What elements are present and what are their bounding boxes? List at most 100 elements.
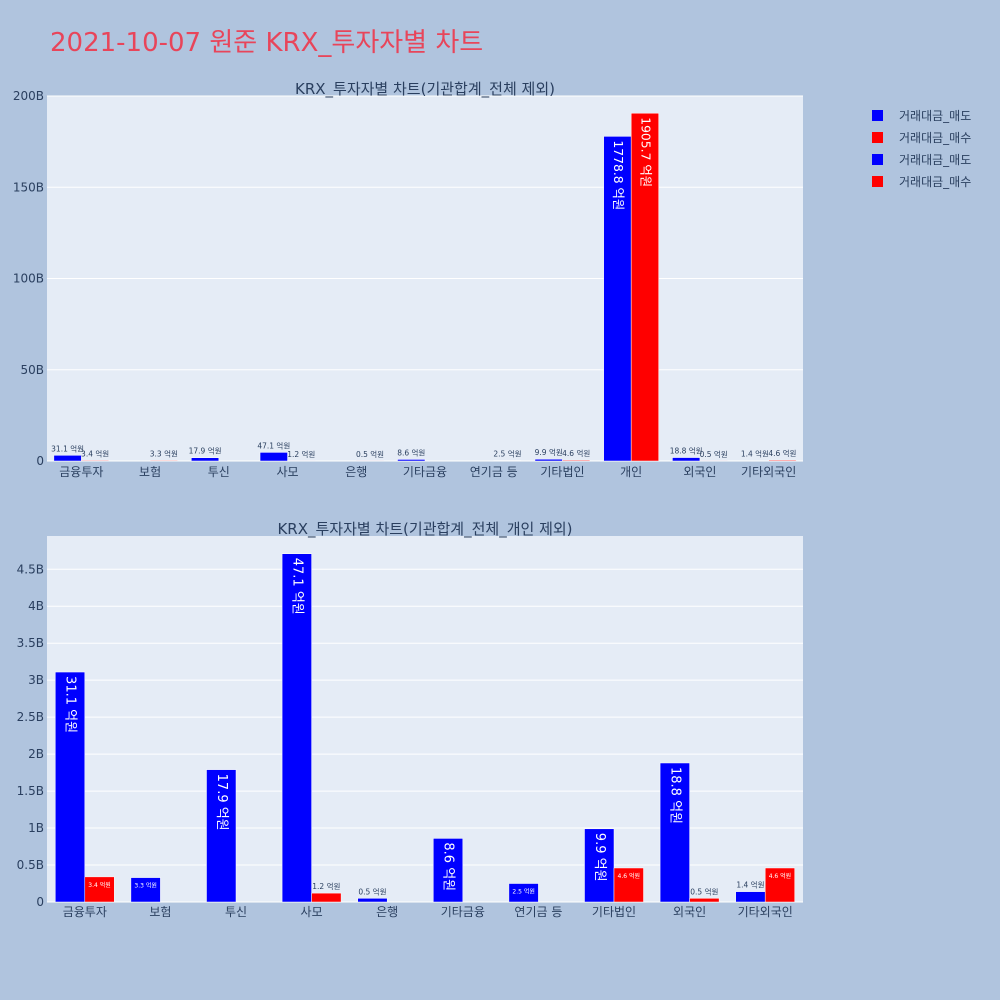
x-tick-label: 외국인 — [683, 465, 716, 479]
data-label: 0.5 억원 — [358, 887, 386, 896]
data-label: 47.1 억원 — [289, 558, 304, 615]
y-tick-label: 2B — [28, 747, 44, 761]
x-tick-label: 기타법인 — [540, 465, 584, 479]
legend-label: 거래대금_매수 — [899, 174, 972, 189]
bar — [357, 898, 388, 903]
bar — [768, 459, 797, 462]
data-label: 3.4 억원 — [81, 449, 109, 458]
x-tick-label: 은행 — [376, 904, 398, 919]
data-label: 47.1 억원 — [257, 441, 290, 450]
data-label: 1.4 억원 — [736, 881, 764, 890]
chart-title: KRX_투자자별 차트(기관합계_전체 제외) — [295, 80, 555, 99]
y-tick-label: 3.5B — [17, 636, 44, 650]
bar — [191, 457, 220, 462]
bar — [534, 458, 563, 462]
x-tick-label: 보험 — [139, 465, 161, 479]
x-tick-label: 기타금융 — [441, 905, 485, 919]
data-label: 1.4 억원 — [741, 450, 769, 459]
legend-swatch — [872, 175, 883, 187]
chart-2: 0 0.5B 1B 1.5B 2B 2.5B 3B 3.5B 4B 4.5B KRX_투자자별 차트… — [17, 520, 803, 919]
legend-item[interactable]: 거래대금_매수 — [872, 126, 971, 148]
data-label: 31.1 억원 — [63, 676, 78, 733]
data-label: 4.6 억원 — [562, 449, 590, 458]
x-tick-label: 외국인 — [673, 905, 706, 919]
bar — [630, 112, 659, 462]
legend-label: 거래대금_매수 — [899, 130, 972, 145]
x-tick-label: 투신 — [208, 465, 230, 479]
x-tick-label: 사모 — [276, 465, 298, 479]
x-tick-label: 기타법인 — [592, 905, 636, 919]
bar — [81, 460, 110, 462]
legend-item[interactable]: 거래대금_매수 — [872, 170, 971, 192]
x-tick-label: 연기금 등 — [514, 905, 562, 919]
legend-item[interactable]: 거래대금_매도 — [872, 148, 971, 170]
bar — [311, 892, 342, 903]
bar — [281, 553, 312, 903]
bar — [130, 877, 161, 903]
legend-label: 거래대금_매도 — [899, 108, 972, 123]
x-tick-label: 보험 — [149, 905, 171, 919]
data-label: 8.6 억원 — [397, 448, 425, 457]
x-tick-label: 금융투자 — [63, 905, 107, 919]
y-tick-label: 0 — [36, 895, 44, 909]
bar — [689, 898, 720, 903]
x-tick-label: 투신 — [225, 905, 247, 919]
data-label: 3.3 억원 — [134, 882, 157, 890]
y-tick-label: 100B — [13, 272, 44, 286]
bar — [672, 457, 701, 462]
bar — [508, 883, 539, 903]
y-tick-label: 4B — [28, 599, 44, 613]
bar — [735, 891, 766, 903]
data-label: 8.6 억원 — [441, 842, 456, 891]
y-tick-label: 0 — [36, 454, 44, 468]
data-label: 0.5 억원 — [356, 450, 384, 459]
data-label: 4.6 억원 — [769, 872, 792, 880]
data-label: 1778.8 억원 — [611, 140, 625, 210]
bar — [397, 459, 426, 462]
bar — [259, 452, 288, 462]
y-tick-label: 150B — [13, 180, 44, 194]
data-label: 9.9 억원 — [535, 448, 563, 457]
x-tick-label: 기타외국인 — [738, 905, 793, 919]
y-tick-label: 200B — [13, 89, 44, 103]
legend-swatch — [872, 109, 883, 121]
bar — [764, 867, 795, 903]
y-tick-label: 2.5B — [17, 710, 44, 724]
bar — [433, 838, 464, 903]
bar — [562, 459, 591, 462]
data-label: 1.2 억원 — [287, 450, 315, 459]
y-tick-label: 0.5B — [17, 858, 44, 872]
data-label: 1905.7 억원 — [638, 117, 652, 187]
data-label: 18.8 억원 — [667, 767, 682, 824]
legend-label: 거래대금_매도 — [899, 152, 972, 167]
legend-item[interactable]: 거래대금_매도 — [872, 104, 971, 126]
data-label: 17.9 억원 — [189, 447, 222, 456]
data-label: 3.4 억원 — [88, 881, 111, 889]
data-label: 1.2 억원 — [312, 882, 340, 891]
bar — [53, 455, 82, 462]
x-tick-label: 연기금 등 — [470, 465, 518, 479]
data-label: 4.6 억원 — [618, 872, 641, 880]
legend-swatch — [872, 131, 883, 143]
data-label: 18.8 억원 — [670, 447, 703, 456]
data-label: 9.9 억원 — [592, 833, 607, 882]
page-title: 2021-10-07 원준 KRX_투자자별 차트 — [50, 28, 484, 58]
x-tick-label: 은행 — [345, 464, 367, 479]
x-tick-label: 기타외국인 — [741, 465, 796, 479]
x-tick-label: 기타금융 — [403, 465, 447, 479]
bar — [603, 136, 632, 462]
data-label: 17.9 억원 — [214, 774, 229, 831]
bar — [584, 828, 615, 903]
bar — [659, 762, 690, 903]
data-label: 4.6 억원 — [768, 449, 796, 458]
y-tick-label: 4.5B — [17, 562, 44, 576]
bar — [55, 671, 86, 903]
bar — [149, 460, 178, 462]
data-label: 2.5 억원 — [512, 888, 535, 896]
bar — [84, 876, 115, 903]
y-tick-label: 50B — [20, 363, 44, 377]
data-label: 2.5 억원 — [493, 450, 521, 459]
chart-title: KRX_투자자별 차트(기관합계_전체_개인 제외) — [277, 520, 572, 539]
bar — [206, 769, 237, 903]
